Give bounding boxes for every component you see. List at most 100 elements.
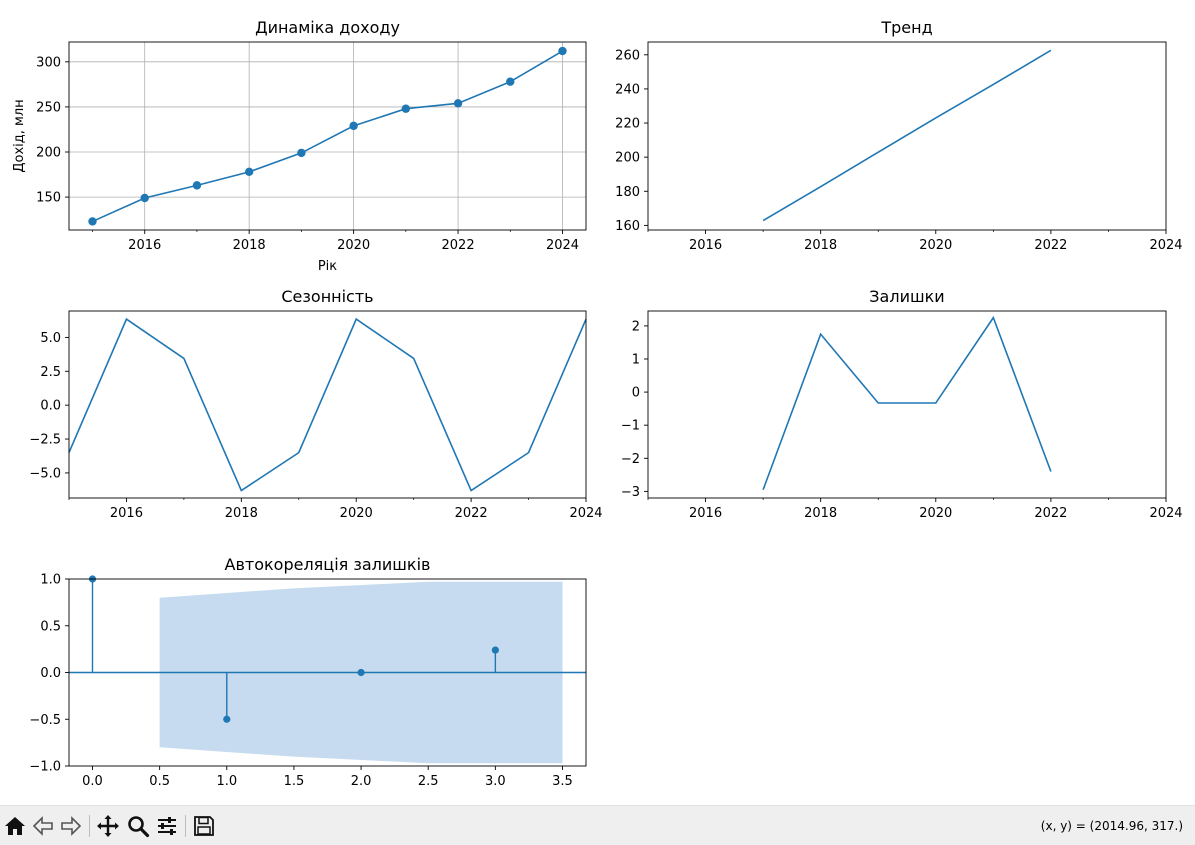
save-button[interactable] [190, 812, 218, 840]
y-tick-label: −1 [621, 419, 640, 434]
y-tick-label: 1.0 [40, 573, 61, 588]
zoom-button[interactable] [124, 812, 152, 840]
y-tick-label: 1 [632, 352, 640, 367]
back-button[interactable] [29, 812, 57, 840]
y-tick-label: 200 [36, 146, 61, 161]
x-axis-label: Рік [318, 259, 337, 274]
series-line [762, 315, 1052, 491]
x-tick-label: 2016 [128, 238, 161, 253]
x-tick-label: 0.5 [149, 774, 170, 789]
x-tick-label: 2.5 [418, 774, 439, 789]
y-tick-label: −2.5 [29, 433, 61, 448]
x-tick-label: 2018 [804, 506, 837, 521]
data-point [140, 193, 149, 203]
toolbar: (x, y) = (2014.96, 317.) [0, 805, 1195, 845]
x-tick-label: 2022 [442, 238, 475, 253]
x-tick-label: 3.5 [552, 774, 573, 789]
home-button[interactable] [1, 812, 29, 840]
y-tick-label: 160 [615, 219, 640, 234]
x-tick-label: 0.0 [82, 774, 103, 789]
pan-button[interactable] [94, 812, 122, 840]
chart-title: Залишки [869, 287, 944, 306]
chart-title: Тренд [880, 18, 932, 37]
y-tick-label: 180 [615, 185, 640, 200]
chart-title: Сезонність [281, 287, 373, 306]
y-axis-label: Дохід, млн [12, 99, 27, 172]
x-tick-label: 2024 [546, 238, 579, 253]
x-tick-label: 1.5 [284, 774, 305, 789]
coordinates-readout: (x, y) = (2014.96, 317.) [1040, 819, 1183, 833]
chart-acf: 0.0 0.5 1.0 1.5 2.0 2.5 3.0 3.5 −1.0 −0.5 0.0 0.5 1.… [29, 555, 587, 789]
stem-marker [223, 715, 231, 723]
y-tick-label: 0 [632, 386, 640, 401]
y-tick-label: −2 [621, 452, 640, 467]
x-tick-label: 2016 [110, 506, 143, 521]
stem-marker [491, 646, 499, 654]
x-tick-label: 2016 [689, 506, 722, 521]
configure-button[interactable] [153, 812, 181, 840]
y-tick-label: 220 [615, 117, 640, 132]
data-point [349, 121, 358, 131]
series-line [92, 50, 563, 223]
x-tick-label: 1.0 [216, 774, 237, 789]
chart-title: Автокореляція залишків [225, 555, 431, 574]
x-tick-label: 2020 [340, 506, 373, 521]
y-tick-label: 2.5 [40, 365, 61, 380]
x-tick-label: 2018 [804, 238, 837, 253]
y-tick-label: 5.0 [40, 331, 61, 346]
series-line [68, 317, 587, 492]
chart-income: 2016 2018 2020 2022 2024 150 200 250 300 Динаміка… [12, 18, 587, 274]
zoom-icon [128, 816, 150, 838]
y-tick-label: −0.5 [29, 713, 61, 728]
y-tick-label: −1.0 [29, 760, 61, 775]
x-tick-label: 2018 [233, 238, 266, 253]
x-tick-label: 2024 [569, 506, 602, 521]
y-tick-label: 0.0 [40, 399, 61, 414]
x-tick-label: 2022 [1034, 506, 1067, 521]
x-tick-label: 2022 [1034, 238, 1067, 253]
toolbar-separator [185, 815, 186, 837]
axes-frame [647, 41, 1167, 231]
pan-icon [97, 815, 119, 837]
y-tick-label: 0.0 [40, 666, 61, 681]
data-point [506, 77, 515, 86]
y-tick-label: 240 [615, 82, 640, 97]
y-tick-label: 150 [36, 191, 61, 206]
chart-resid: 2016 2018 2020 2022 2024 −3 −2 −1 0 1 2 Залишки [621, 287, 1183, 521]
data-point [401, 104, 411, 113]
y-tick-label: 0.5 [40, 619, 61, 634]
chart-seasonal: 2016 2018 2020 2022 2024 −5.0 −2.5 0.0 2.5 5.0 Сез… [29, 287, 602, 521]
figure-canvas[interactable]: 2016 2018 2020 2022 2024 150 200 250 300 Динаміка… [0, 0, 1195, 805]
home-icon [5, 817, 25, 835]
y-tick-label: 250 [36, 100, 61, 115]
axes-frame [68, 310, 587, 499]
x-tick-label: 3.0 [485, 774, 506, 789]
y-tick-label: −3 [621, 485, 640, 500]
forward-button[interactable] [57, 812, 85, 840]
data-point [88, 217, 97, 226]
x-tick-label: 2022 [455, 506, 488, 521]
x-tick-label: 2018 [225, 506, 258, 521]
y-tick-label: 200 [615, 151, 640, 166]
toolbar-separator [89, 815, 90, 837]
y-tick-label: 300 [36, 55, 61, 70]
y-tick-label: 260 [615, 48, 640, 63]
x-tick-label: 2020 [919, 506, 952, 521]
x-tick-label: 2024 [1149, 238, 1182, 253]
y-tick-label: −5.0 [29, 466, 61, 481]
configure-icon [158, 817, 176, 835]
x-tick-label: 2020 [337, 238, 370, 253]
data-point [244, 167, 254, 177]
back-icon [32, 816, 53, 836]
data-point [192, 181, 202, 190]
data-point [558, 46, 567, 56]
axes-frame [647, 310, 1167, 499]
chart-title: Динаміка доходу [255, 18, 400, 37]
save-icon [194, 816, 214, 836]
y-tick-label: 2 [632, 319, 640, 334]
data-point [453, 99, 463, 108]
x-tick-label: 2020 [919, 238, 952, 253]
x-tick-label: 2016 [689, 238, 722, 253]
data-point [297, 148, 306, 158]
x-tick-label: 2024 [1149, 506, 1182, 521]
